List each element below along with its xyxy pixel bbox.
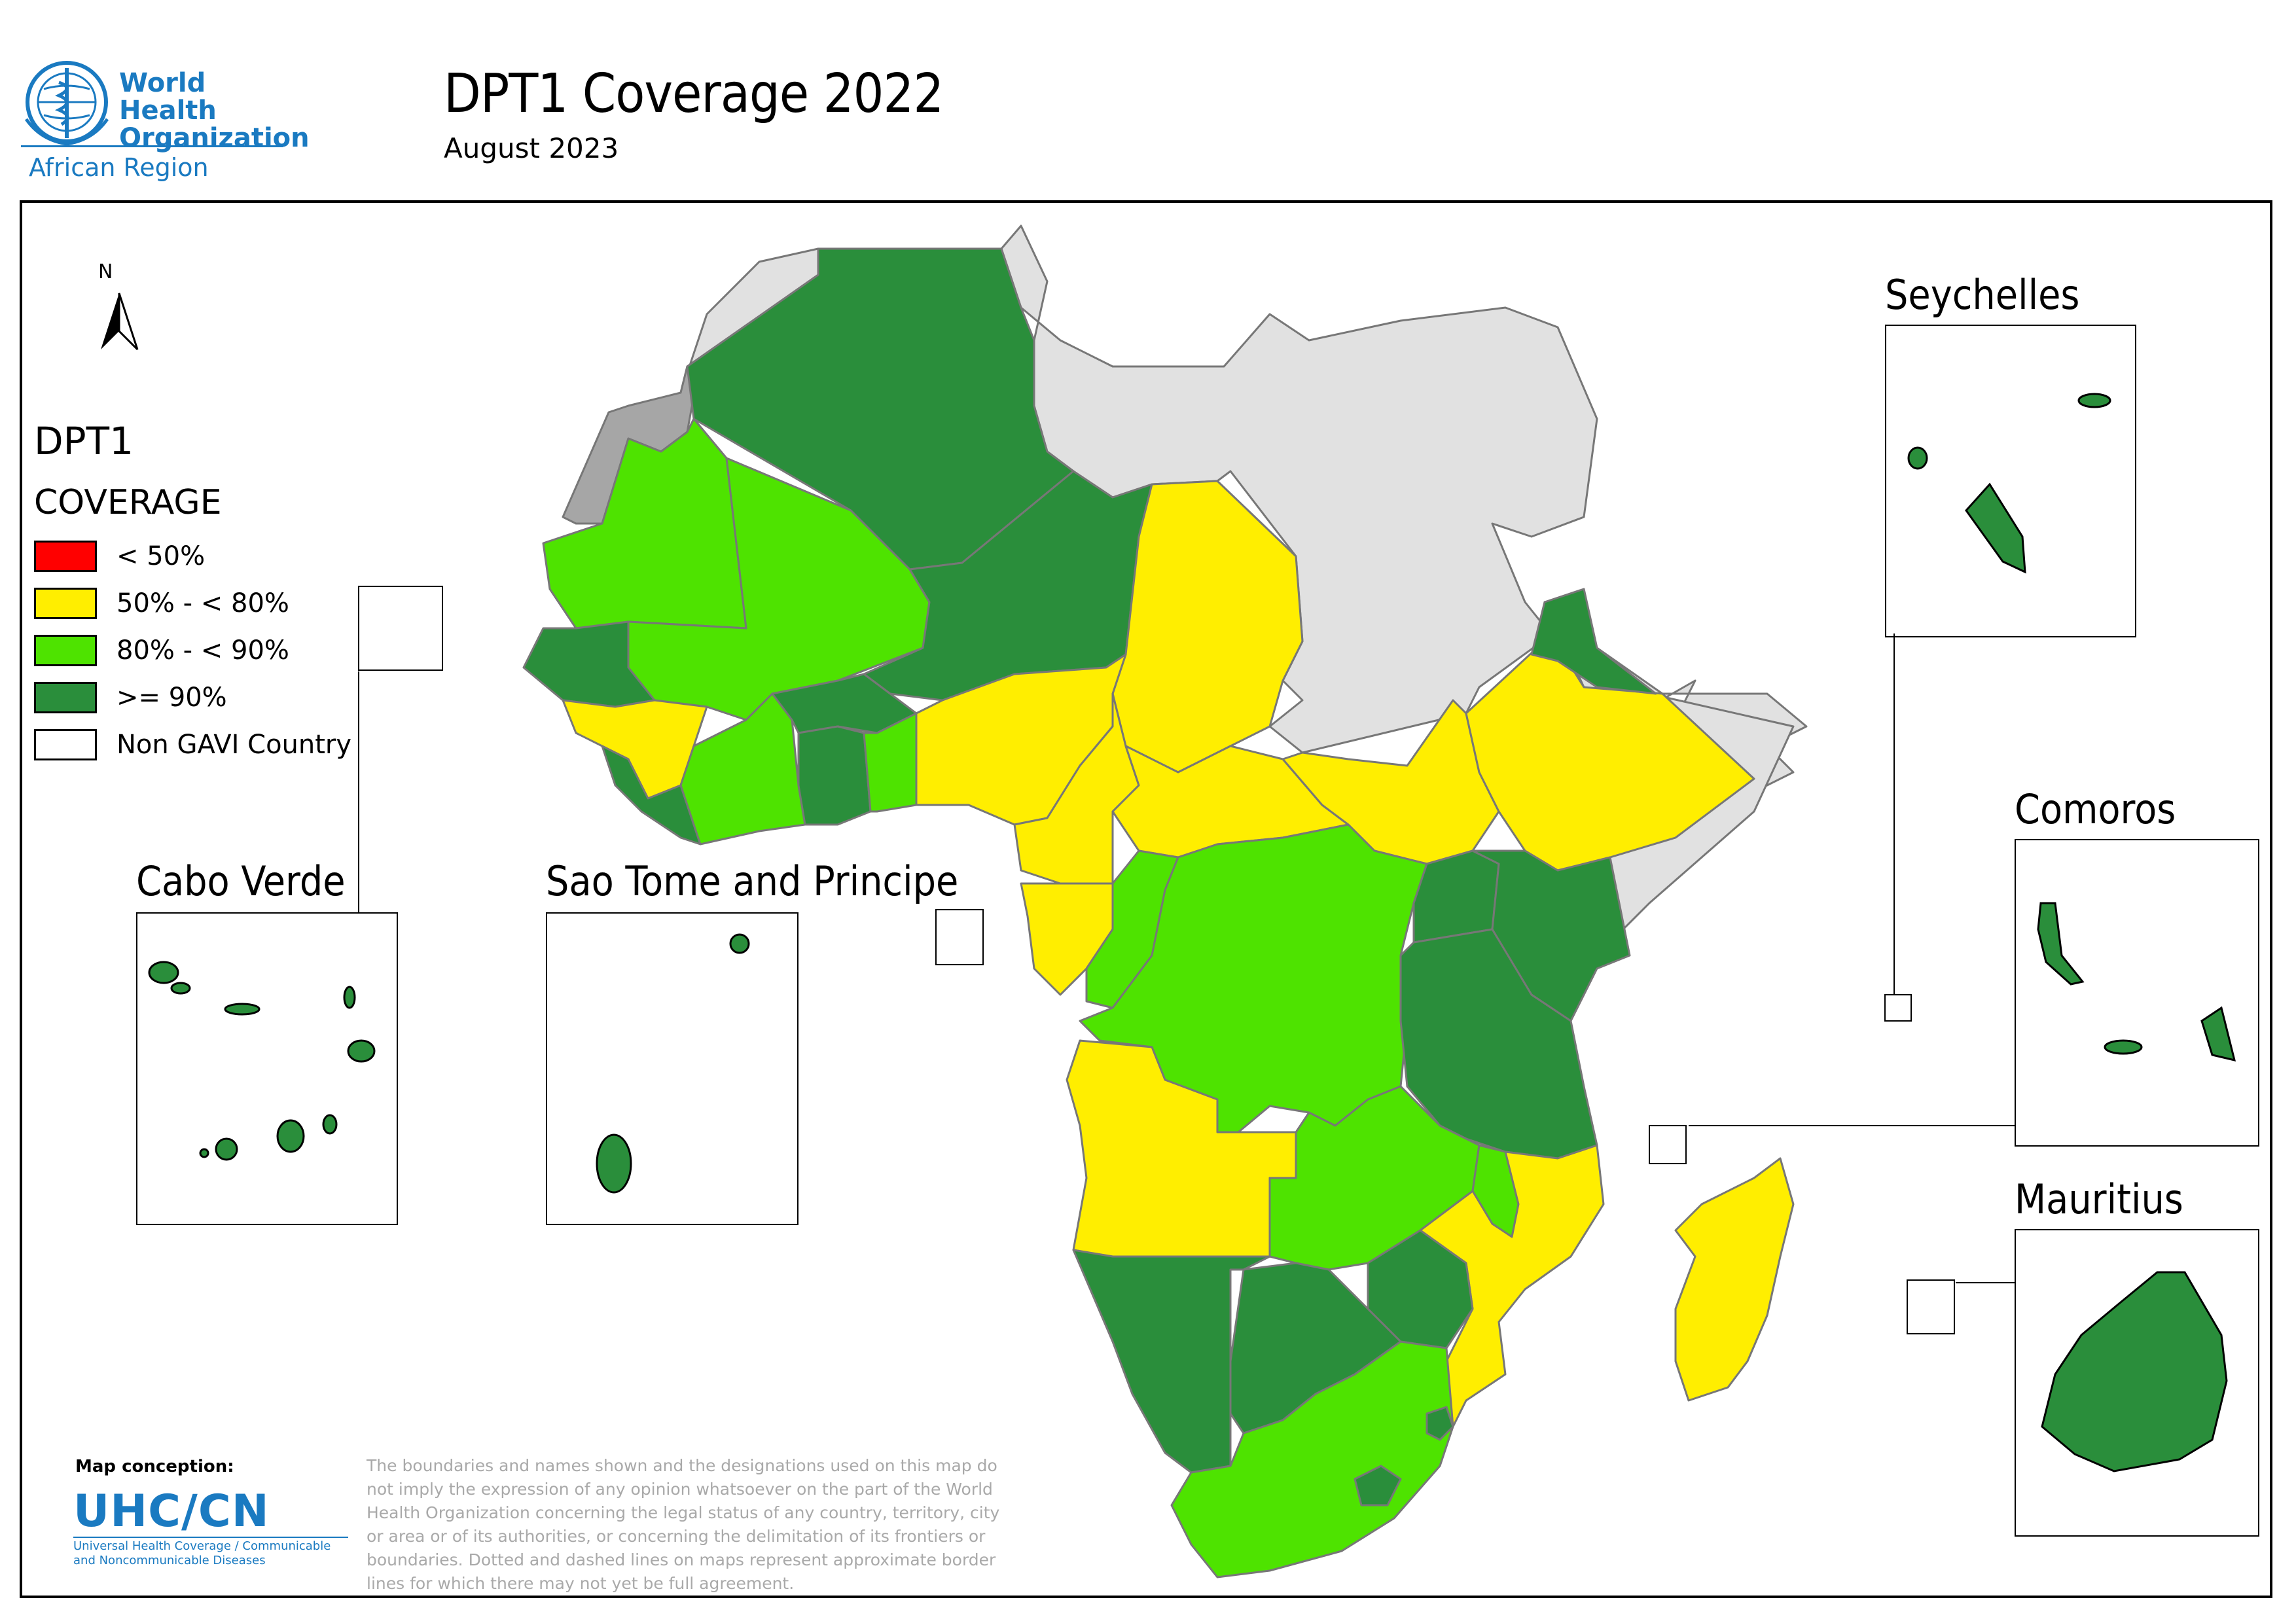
legend-swatch-lightgreen (34, 635, 97, 666)
inset-comoros (2015, 839, 2259, 1147)
inset-label-seychelles: Seychelles (1885, 271, 2080, 319)
inset-seychelles (1885, 325, 2136, 637)
cabo-verde-locator (358, 586, 443, 671)
region-madagascar (1674, 1157, 1795, 1402)
inset-label-mauritius: Mauritius (2015, 1175, 2183, 1223)
legend-swatch-red (34, 541, 97, 572)
legend-label: < 50% (117, 541, 206, 571)
who-emblem-icon (24, 61, 109, 146)
map-frame (20, 200, 2272, 1598)
legend-label: Non GAVI Country (117, 730, 352, 760)
legend-label: 80% - < 90% (117, 635, 289, 666)
who-name-line1: World Health (119, 68, 217, 126)
who-region: African Region (29, 153, 209, 182)
credit-line2: and Noncommunicable Diseases (73, 1554, 266, 1567)
region-mauritania (542, 418, 747, 630)
region-eritrea (1530, 588, 1657, 695)
credit-title: Map conception: (75, 1457, 234, 1476)
region-kenya (1471, 849, 1631, 1022)
legend-title: DPT1 (34, 419, 134, 463)
inset-cabo-verde (136, 912, 398, 1225)
inset-label-cabo-verde: Cabo Verde (136, 857, 346, 905)
legend-swatch-white (34, 729, 97, 760)
legend-item: < 50% (34, 533, 351, 580)
who-divider (21, 145, 283, 147)
disclaimer: The boundaries and names shown and the d… (367, 1456, 1000, 1593)
legend-item: 50% - < 80% (34, 580, 351, 627)
who-name-line2: Organization (119, 123, 310, 153)
map-subtitle: August 2023 (444, 132, 619, 164)
sao-tome-locator (935, 909, 984, 965)
credit-divider (73, 1537, 348, 1538)
region-eswatini (1426, 1406, 1454, 1441)
legend-subtitle: COVERAGE (34, 483, 222, 522)
comoros-locator (1649, 1125, 1687, 1164)
seychelles-locator (1884, 994, 1912, 1022)
legend-item: Non GAVI Country (34, 721, 351, 768)
legend-swatch-darkgreen (34, 682, 97, 713)
legend: DPT1 COVERAGE < 50% 50% - < 80% 80% - < … (34, 419, 351, 768)
inset-mauritius (2015, 1229, 2259, 1537)
north-arrow-icon (101, 293, 139, 351)
region-ghana (797, 725, 872, 826)
mauritius-locator (1907, 1279, 1955, 1334)
inset-label-comoros: Comoros (2015, 785, 2176, 833)
who-logo: World Health Organization African Region (21, 56, 310, 187)
region-south-sudan (1282, 699, 1500, 865)
credit-description: Universal Health Coverage / Communicable… (73, 1539, 361, 1568)
credit-org: UHC/CN (73, 1486, 270, 1537)
region-uganda (1412, 849, 1500, 944)
legend-item: >= 90% (34, 674, 351, 721)
inset-sao-tome (546, 912, 798, 1225)
legend-item: 80% - < 90% (34, 627, 351, 674)
north-label: N (98, 260, 113, 283)
legend-swatch-yellow (34, 588, 97, 619)
region-lesotho (1354, 1465, 1402, 1507)
credit-line1: Universal Health Coverage / Communicable (73, 1539, 331, 1553)
inset-label-sao-tome: Sao Tome and Principe (546, 857, 959, 905)
map-title: DPT1 Coverage 2022 (444, 63, 944, 125)
legend-label: >= 90% (117, 683, 227, 713)
who-name: World Health Organization (119, 69, 310, 152)
legend-label: 50% - < 80% (117, 588, 289, 618)
